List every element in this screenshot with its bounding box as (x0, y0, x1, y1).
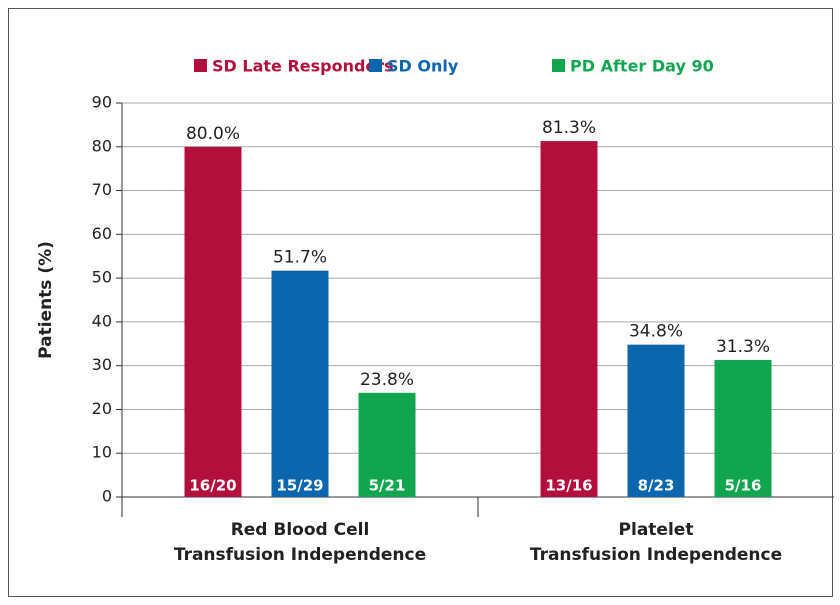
bar (540, 141, 598, 497)
count-label: 15/29 (276, 477, 323, 495)
y-tick-label: 80 (92, 136, 112, 155)
y-tick-label: 50 (92, 268, 112, 287)
count-label: 8/23 (638, 477, 675, 495)
count-label: 5/16 (725, 477, 762, 495)
x-tick-label: Platelet (619, 520, 694, 540)
legend-swatch (194, 59, 207, 72)
frame (8, 8, 833, 597)
legend-label: PD After Day 90 (570, 57, 714, 76)
bar (714, 359, 772, 497)
y-tick-label: 40 (92, 311, 112, 330)
bar (627, 344, 685, 497)
x-tick-label: Red Blood Cell (231, 520, 370, 540)
value-label: 34.8% (629, 322, 683, 342)
bar (271, 270, 329, 497)
y-tick-label: 0 (102, 487, 112, 506)
count-label: 16/20 (189, 477, 236, 495)
count-label: 13/16 (545, 477, 592, 495)
y-tick-label: 20 (92, 399, 112, 418)
legend-label: SD Only (387, 57, 459, 76)
y-tick-label: 70 (92, 180, 112, 199)
value-label: 23.8% (360, 370, 414, 390)
value-label: 80.0% (186, 124, 240, 144)
bar (184, 146, 242, 497)
y-tick-label: 90 (92, 93, 112, 112)
legend-swatch (552, 59, 565, 72)
legend-label: SD Late Responders (212, 57, 394, 76)
y-axis-title: Patients (%) (36, 241, 56, 359)
bar (358, 392, 416, 497)
value-label: 31.3% (716, 337, 770, 357)
value-label: 51.7% (273, 248, 327, 268)
legend-swatch (369, 59, 382, 72)
value-label: 81.3% (542, 118, 596, 138)
y-tick-label: 30 (92, 355, 112, 374)
x-tick-label: Transfusion Independence (530, 545, 782, 565)
x-tick-label: Transfusion Independence (174, 545, 426, 565)
y-tick-label: 60 (92, 224, 112, 243)
y-tick-label: 10 (92, 443, 112, 462)
count-label: 5/21 (369, 477, 406, 495)
